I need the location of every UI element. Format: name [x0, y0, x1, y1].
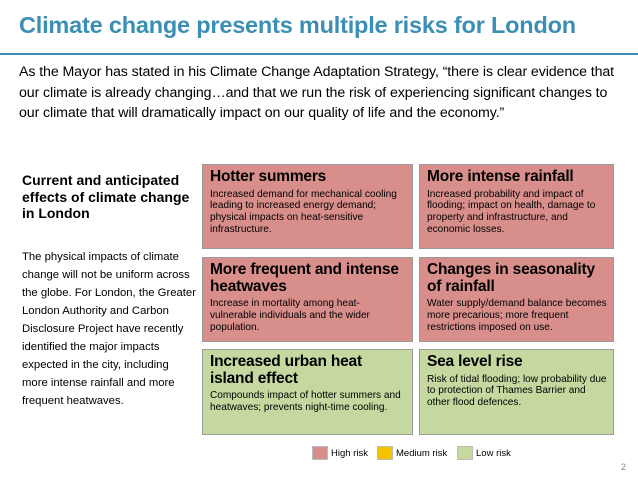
legend-swatch-medium	[377, 446, 393, 460]
risk-box-urban-heat-island: Increased urban heat island effect Compo…	[202, 349, 413, 435]
legend-label-medium: Medium risk	[396, 447, 448, 459]
legend-high: High risk	[312, 445, 368, 461]
risk-description: Increased demand for mechanical cooling …	[210, 188, 397, 235]
left-heading: Current and anticipated effects of clima…	[22, 172, 190, 221]
page-number: 2	[621, 462, 627, 472]
risk-description: Compounds impact of hotter summers and h…	[210, 390, 401, 413]
legend-low: Low risk	[457, 445, 511, 461]
risk-box-hotter-summers: Hotter summers Increased demand for mech…	[202, 164, 413, 249]
legend-label-high: High risk	[331, 447, 368, 459]
risk-description: Increased probability and impact of floo…	[427, 188, 596, 235]
risk-title: More frequent and intense heatwaves	[210, 261, 399, 295]
legend-medium: Medium risk	[377, 445, 447, 461]
risk-box-rainfall-seasonality: Changes in seasonality of rainfall Water…	[419, 257, 614, 342]
risk-box-more-intense-rainfall: More intense rainfall Increased probabil…	[419, 164, 614, 249]
risk-description: Increase in mortality among heat-vulnera…	[210, 298, 370, 333]
risk-description: Risk of tidal flooding; low probability …	[427, 373, 607, 409]
slide-title: Climate change presents multiple risks f…	[19, 12, 576, 38]
risk-title: Increased urban heat island effect	[210, 353, 362, 387]
legend-swatch-low	[457, 446, 473, 460]
risk-title: Changes in seasonality of rainfall	[427, 261, 595, 295]
risk-title: Hotter summers	[210, 168, 327, 185]
risk-box-sea-level-rise: Sea level rise Risk of tidal flooding; l…	[419, 349, 614, 435]
intro-quote: As the Mayor has stated in his Climate C…	[19, 64, 615, 121]
risk-box-heatwaves: More frequent and intense heatwaves Incr…	[202, 257, 413, 342]
left-body: The physical impacts of climate change w…	[22, 251, 196, 407]
risk-description: Water supply/demand balance becomes more…	[427, 298, 607, 333]
risk-title: More intense rainfall	[427, 168, 574, 185]
risk-title: Sea level rise	[427, 353, 523, 370]
title-divider	[0, 53, 638, 55]
legend-label-low: Low risk	[476, 447, 511, 459]
legend-swatch-high	[312, 446, 328, 460]
